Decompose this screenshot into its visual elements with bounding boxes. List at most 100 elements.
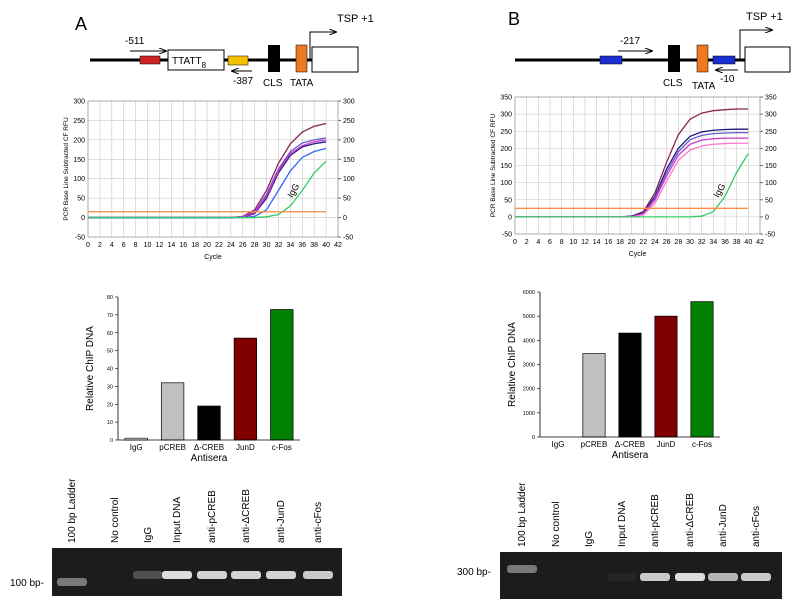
x-tick-label: 38 [310,242,318,249]
x-tick-label: 22 [215,242,223,249]
x-tick-label: 26 [239,242,247,249]
y-tick-label: 0 [532,435,535,441]
y-tick-label: 200 [73,137,85,144]
lane-label: IgG [584,531,595,547]
element-label: TATA [692,81,716,92]
y-tick-label: -50 [75,235,85,242]
y2-tick-label: 150 [765,163,777,170]
annotation: IgG [285,182,301,200]
x-tick-label: 28 [251,242,259,249]
panel-label: B [508,9,520,29]
x-tick-label: 40 [322,242,330,249]
cls-box [668,45,680,72]
x-tick-label: 12 [581,239,589,246]
y2-tick-label: 350 [765,95,777,102]
x-tick-label: 10 [144,242,152,249]
y2-tick-label: 50 [343,196,351,203]
bar [197,405,221,441]
x-tick-label: 20 [628,239,636,246]
x-tick-label: 14 [167,242,175,249]
y-tick-label: 1000 [523,411,535,417]
tsp-arrow [309,32,336,60]
lane-label: anti-pCREB [207,490,218,543]
x-axis-title: Antisera [612,450,649,461]
bar [582,353,606,438]
bar [270,309,294,441]
y-axis-title: PCR Base Line Subtracted CF RFU [490,114,497,218]
y-tick-label: -50 [502,232,512,239]
x-tick-label: 10 [569,239,577,246]
y2-tick-label: 200 [765,146,777,153]
gel-band [162,571,192,579]
x-tick-label: 24 [651,239,659,246]
x-tick-label: 22 [639,239,647,246]
y2-tick-label: 250 [343,118,355,125]
tsp-arrow [739,30,772,60]
lane-label: No control [551,501,562,547]
x-tick-label: 42 [334,242,342,249]
x-tick-label: 40 [744,239,752,246]
y-tick-label: 40 [107,367,113,373]
x-tick-label: 14 [593,239,601,246]
x-tick-label: 24 [227,242,235,249]
lane-label: IgG [143,527,154,543]
position-label: -511 [125,36,145,47]
x-axis-title: Cycle [204,254,222,261]
y-tick-label: 3000 [523,363,535,369]
y-tick-label: 0 [110,438,113,444]
gene-box [744,46,791,73]
y-axis-title: Relative ChIP DNA [507,322,518,407]
x-tick-label: 18 [191,242,199,249]
repeat-box [167,49,225,71]
y2-tick-label: 300 [343,99,355,106]
y-tick-label: 50 [504,197,512,204]
x-tick-label: IgG [130,443,143,452]
x-tick-label: pCREB [581,440,608,449]
x-tick-label: 0 [86,242,90,249]
x-tick-label: 4 [110,242,114,249]
lane-label: 100 bp Ladder [517,482,528,547]
y-tick-label: 300 [73,99,85,106]
repeat-label: TTATT8 [172,56,207,70]
y-tick-label: 0 [508,214,512,221]
x-tick-label: 8 [560,239,564,246]
lane-label: anti-cFos [751,506,762,547]
bar [233,337,258,441]
gel-band [741,573,771,581]
tsp-label: TSP +1 [746,11,783,23]
x-axis-title: Antisera [191,453,228,464]
y-tick-label: 300 [500,112,512,119]
bar [690,301,714,438]
curve [515,153,749,218]
y-tick-label: 50 [107,349,113,355]
y-tick-label: 200 [500,146,512,153]
x-tick-label: pCREB [159,443,186,452]
panel-label: A [75,14,87,34]
x-tick-label: 38 [733,239,741,246]
x-tick-label: IgG [552,440,565,449]
repeat-text: TTATT [172,56,202,67]
primer-box [712,55,736,65]
y2-tick-label: -50 [343,235,353,242]
y-tick-label: 250 [500,129,512,136]
position-label: -217 [620,36,640,47]
gel [52,548,342,596]
gel-band [133,571,163,579]
gel-band [507,565,537,573]
gel-band [197,571,227,579]
x-tick-label: 4 [536,239,540,246]
x-tick-label: 32 [698,239,706,246]
x-tick-label: 0 [513,239,517,246]
y-tick-label: 150 [73,157,85,164]
gene-box [311,46,359,73]
y-tick-label: 60 [107,331,113,337]
x-tick-label: 36 [721,239,729,246]
x-tick-label: JunD [236,443,255,452]
x-tick-label: 34 [286,242,294,249]
x-tick-label: c-Fos [272,443,292,452]
plot-frame [514,96,761,235]
element-label: CLS [263,78,283,89]
tata-box [696,44,709,73]
lane-label: anti-ΔCREB [685,493,696,547]
